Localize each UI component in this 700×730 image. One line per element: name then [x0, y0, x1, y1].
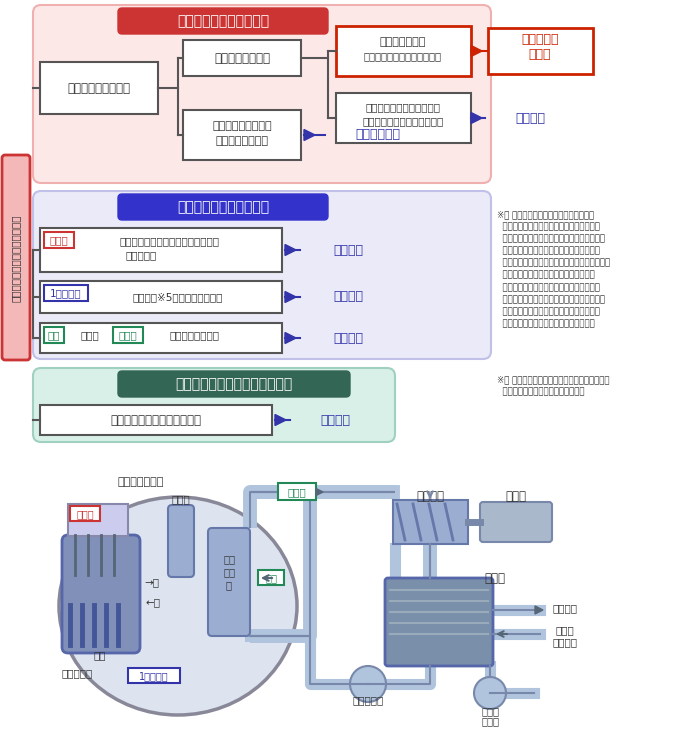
FancyBboxPatch shape: [208, 528, 250, 636]
FancyBboxPatch shape: [2, 155, 30, 360]
Text: 中性子の減少を示す警報が発信: 中性子の減少を示す警報が発信: [11, 214, 21, 301]
Text: 要因：中性子検出器等の不具合: 要因：中性子検出器等の不具合: [176, 377, 293, 391]
Polygon shape: [285, 332, 296, 344]
Text: 制御棒: 制御棒: [76, 509, 94, 519]
Text: 流量の異常な減少: 流量の異常な減少: [170, 330, 220, 340]
Bar: [40, 62, 158, 114]
Polygon shape: [535, 606, 543, 614]
Text: 異常なし: 異常なし: [320, 413, 350, 426]
Text: 異常なし: 異常なし: [333, 291, 363, 304]
Text: 復水器: 復水器: [484, 572, 505, 585]
Text: または: または: [80, 330, 99, 340]
Bar: [44, 232, 74, 248]
Circle shape: [350, 666, 386, 702]
Text: ※５ ほう素は中性子を吸収することで、核分裂
  反応を低下させる効果があります。: ※５ ほう素は中性子を吸収することで、核分裂 反応を低下させる効果があります。: [497, 375, 610, 396]
Ellipse shape: [59, 497, 297, 715]
Text: 設備の健全性調査: 設備の健全性調査: [214, 52, 270, 64]
Text: 要因：炉心状態の急変等: 要因：炉心状態の急変等: [177, 200, 269, 214]
FancyBboxPatch shape: [118, 371, 350, 397]
Text: 主蒸気: 主蒸気: [118, 330, 137, 340]
Text: 加圧器: 加圧器: [172, 494, 190, 504]
FancyBboxPatch shape: [62, 535, 140, 653]
Bar: [68, 504, 128, 536]
Text: 給水: 給水: [265, 573, 277, 583]
Polygon shape: [275, 415, 286, 426]
Text: 制御棒制御系の異常: 制御棒制御系の異常: [67, 82, 130, 94]
Bar: [488, 28, 593, 74]
Text: 冷却水: 冷却水: [556, 625, 575, 635]
Bar: [113, 327, 143, 343]
Polygon shape: [471, 112, 482, 123]
FancyBboxPatch shape: [33, 368, 395, 442]
Bar: [70, 506, 100, 521]
Text: する作業等の有無: する作業等の有無: [216, 136, 269, 146]
Text: 制御棒駆動装置: 制御棒駆動装置: [380, 37, 426, 47]
Bar: [183, 110, 301, 160]
Text: 要因：制御棒の動作異常: 要因：制御棒の動作異常: [177, 14, 269, 28]
Text: 給水ポンプ: 給水ポンプ: [352, 695, 384, 705]
Bar: [40, 405, 272, 435]
Bar: [40, 323, 282, 353]
Bar: [40, 228, 282, 272]
Text: ←水: ←水: [146, 597, 160, 607]
Text: 蒸気
発生
器: 蒸気 発生 器: [223, 554, 235, 590]
Text: 異常なし: 異常なし: [333, 244, 363, 256]
Bar: [44, 285, 88, 301]
Text: タービン: タービン: [416, 490, 444, 502]
Text: 詳細調査を
実施中: 詳細調査を 実施中: [522, 33, 559, 61]
Text: 燃料: 燃料: [94, 650, 106, 660]
Text: 制御棒: 制御棒: [50, 235, 69, 245]
Text: 中性子検出器等の健全性調査: 中性子検出器等の健全性調査: [111, 413, 202, 426]
Text: 1次冷却材: 1次冷却材: [139, 671, 169, 681]
Text: 放水路へ: 放水路へ: [552, 603, 578, 613]
Text: 原子炉容器: 原子炉容器: [62, 668, 93, 678]
Text: （海水）: （海水）: [552, 637, 578, 647]
Bar: [336, 26, 471, 76]
Bar: [336, 93, 471, 143]
Polygon shape: [471, 45, 482, 56]
Text: 原子炉格納容器: 原子炉格納容器: [118, 477, 164, 487]
Text: のほう素※5濃度の過度な上昇: のほう素※5濃度の過度な上昇: [133, 292, 223, 302]
FancyBboxPatch shape: [168, 505, 194, 577]
Text: 異常なし: 異常なし: [333, 331, 363, 345]
Text: →水: →水: [144, 577, 160, 587]
Bar: [258, 570, 284, 585]
Text: 関連作業なし: 関連作業なし: [356, 128, 400, 142]
Text: 異常なし: 異常なし: [515, 112, 545, 125]
Polygon shape: [316, 488, 323, 496]
Polygon shape: [304, 129, 315, 140]
Bar: [128, 668, 180, 683]
FancyBboxPatch shape: [33, 5, 491, 183]
Polygon shape: [285, 245, 296, 255]
Circle shape: [474, 677, 506, 709]
FancyBboxPatch shape: [118, 194, 328, 220]
Text: ※４ 制御棒は原子炉の出力（核分裂の割
  合）を調整する役目を持つもので、中性子
  をよく吸収する物質（ほう素等）で作られて
  います。核分裂は、中性子が: ※４ 制御棒は原子炉の出力（核分裂の割 合）を調整する役目を持つもので、中性子 …: [497, 210, 610, 328]
Text: 1次冷却材: 1次冷却材: [50, 288, 82, 298]
Text: 信号の有無: 信号の有無: [125, 250, 157, 260]
Text: 設備（モーター・発電機等）: 設備（モーター・発電機等）: [363, 116, 444, 126]
Bar: [183, 40, 301, 76]
Polygon shape: [285, 291, 296, 302]
Text: 制御棒駆動装置以外の関連: 制御棒駆動装置以外の関連: [365, 102, 440, 112]
Text: （制御盤・ケーブル等含む）: （制御盤・ケーブル等含む）: [364, 51, 442, 61]
Text: ポンプ: ポンプ: [481, 716, 499, 726]
Text: の連続挿入および落下を作動させる: の連続挿入および落下を作動させる: [120, 236, 220, 246]
FancyBboxPatch shape: [385, 578, 493, 666]
Text: 循環水: 循環水: [481, 706, 499, 716]
FancyBboxPatch shape: [480, 502, 552, 542]
Text: 給水: 給水: [48, 330, 60, 340]
FancyBboxPatch shape: [118, 8, 328, 34]
Text: 発電機: 発電機: [505, 490, 526, 502]
Bar: [44, 327, 64, 343]
Text: 主蒸気: 主蒸気: [288, 487, 307, 497]
Text: 制御棒の操作に関連: 制御棒の操作に関連: [212, 121, 272, 131]
FancyBboxPatch shape: [33, 191, 491, 359]
Bar: [393, 500, 468, 544]
Bar: [40, 281, 282, 313]
Bar: [278, 483, 316, 500]
